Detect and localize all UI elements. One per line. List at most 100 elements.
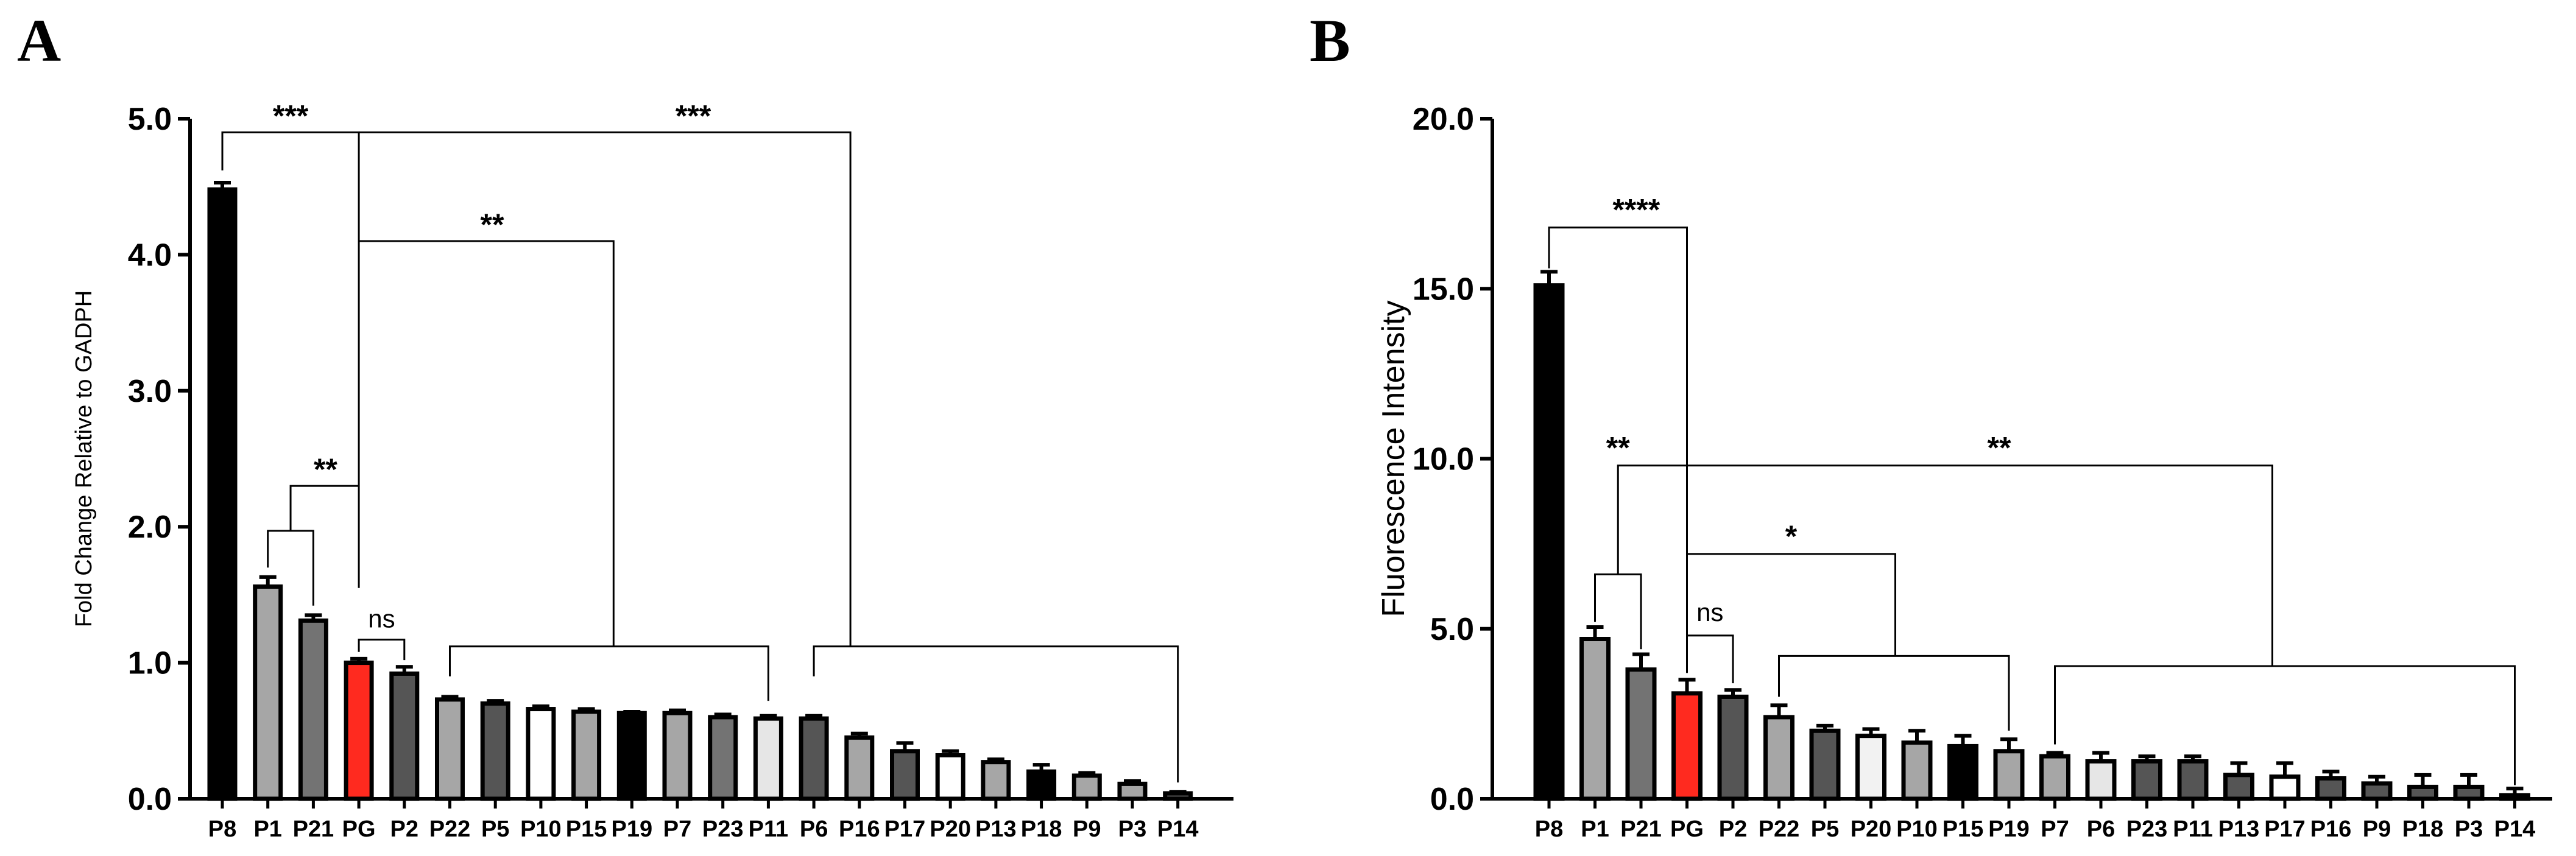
bar-P7 bbox=[2039, 754, 2070, 801]
bar-P11 bbox=[2177, 759, 2209, 801]
x-tick-label-P8: P8 bbox=[208, 816, 236, 842]
x-tick-label-P18: P18 bbox=[1021, 816, 1062, 842]
x-tick-label-P16: P16 bbox=[2310, 816, 2352, 842]
x-tick-label-P14: P14 bbox=[2494, 816, 2536, 842]
x-tick-label-P8: P8 bbox=[1535, 816, 1563, 842]
bar-P15 bbox=[571, 709, 602, 801]
x-tick-label-P6: P6 bbox=[800, 816, 828, 842]
bar-P15 bbox=[1947, 743, 1978, 801]
x-tick-label-P20: P20 bbox=[930, 816, 971, 842]
bar-P14 bbox=[2499, 793, 2530, 801]
x-tick-label-P3: P3 bbox=[2455, 816, 2483, 842]
bar-P16 bbox=[844, 735, 875, 801]
x-tick-label-P1: P1 bbox=[1581, 816, 1609, 842]
bracket-group1-span bbox=[1778, 654, 2010, 731]
bracket-pg-p2 bbox=[1687, 634, 1734, 684]
bar-P2 bbox=[1717, 694, 1749, 801]
bar-P23 bbox=[708, 715, 738, 801]
x-tick-label-P5: P5 bbox=[481, 816, 509, 842]
y-tick-label: 1.0 bbox=[128, 646, 172, 681]
x-tick-label-P11: P11 bbox=[2173, 816, 2213, 842]
x-tick-label-P9: P9 bbox=[2363, 816, 2391, 842]
y-tick-label: 15.0 bbox=[1413, 272, 1474, 307]
bar-P1 bbox=[253, 584, 283, 801]
x-tick-label-P15: P15 bbox=[1943, 816, 1984, 842]
x-tick-label-P3: P3 bbox=[1118, 816, 1146, 842]
significance-label: * bbox=[1785, 519, 1798, 553]
x-tick-label-P23: P23 bbox=[2126, 816, 2168, 842]
y-tick-label: 4.0 bbox=[128, 237, 172, 273]
bar-P9 bbox=[2361, 781, 2393, 801]
panel-a-chart: 0.0 1.0 2.0 3.0 4.0 5.0 Fold Change Relative t… bbox=[71, 99, 1233, 842]
panel-b-letter: B bbox=[1310, 7, 1350, 74]
bracket-p8-pg bbox=[1548, 226, 1688, 673]
bracket-p8-pg bbox=[221, 131, 360, 588]
x-tick-label-P2: P2 bbox=[390, 816, 418, 842]
bar-P21 bbox=[298, 618, 328, 801]
y-axis-label: Fluorescence Intensity bbox=[1376, 300, 1411, 617]
x-tick-label-P11: P11 bbox=[749, 816, 789, 842]
y-tick-label: 5.0 bbox=[128, 102, 172, 137]
bracket-p1p21-pg bbox=[289, 485, 359, 531]
x-tick-label-P20: P20 bbox=[1851, 816, 1892, 842]
bar-P6 bbox=[2085, 759, 2117, 801]
bar-P5 bbox=[480, 701, 510, 801]
x-tick-label-P22: P22 bbox=[1759, 816, 1800, 842]
panel-b-chart: 0.0 5.0 10.0 15.0 20.0 Fluorescence Intensity… bbox=[1376, 102, 2552, 842]
bar-P10 bbox=[1901, 740, 1933, 801]
bracket-group2-span bbox=[813, 645, 1179, 783]
x-tick-label-P23: P23 bbox=[702, 816, 744, 842]
bar-P22 bbox=[435, 697, 465, 801]
bracket-group1-span bbox=[449, 645, 769, 701]
significance-label: ** bbox=[481, 208, 504, 242]
x-tick-label-P15: P15 bbox=[566, 816, 607, 842]
x-tick-label-P19: P19 bbox=[611, 816, 652, 842]
bar-P19 bbox=[616, 710, 647, 801]
x-tick-label-PG: PG bbox=[342, 816, 376, 842]
x-tick-label-P9: P9 bbox=[1073, 816, 1101, 842]
x-tick-label-P13: P13 bbox=[975, 816, 1017, 842]
bar-P20 bbox=[935, 753, 965, 801]
bar-P14 bbox=[1163, 791, 1193, 801]
significance-label: ** bbox=[1988, 431, 2011, 465]
bar-P9 bbox=[1071, 773, 1102, 801]
bar-P7 bbox=[662, 710, 693, 801]
y-tick-label: 10.0 bbox=[1413, 442, 1474, 477]
x-tick-label-P2: P2 bbox=[1719, 816, 1747, 842]
x-tick-label-P6: P6 bbox=[2087, 816, 2115, 842]
bar-P8 bbox=[1533, 283, 1565, 801]
x-tick-label-P17: P17 bbox=[884, 816, 926, 842]
bar-P6 bbox=[799, 716, 829, 801]
x-tick-label-P21: P21 bbox=[293, 816, 334, 842]
y-tick-label: 3.0 bbox=[128, 374, 172, 409]
x-tick-label-P5: P5 bbox=[1811, 816, 1839, 842]
bracket-pg-group1 bbox=[1687, 553, 1896, 656]
bar-P18 bbox=[2407, 784, 2438, 801]
bracket-pg-p2 bbox=[358, 639, 406, 661]
bar-P18 bbox=[1026, 769, 1057, 801]
bar-P22 bbox=[1763, 715, 1794, 801]
bar-P3 bbox=[2453, 784, 2485, 801]
bar-P13 bbox=[981, 760, 1011, 801]
bracket-p1p21-group2 bbox=[1617, 465, 2273, 667]
x-tick-label-P10: P10 bbox=[520, 816, 562, 842]
significance-label: ** bbox=[1606, 431, 1630, 465]
bar-PG bbox=[344, 661, 374, 801]
x-tick-label-P7: P7 bbox=[2041, 816, 2069, 842]
bar-P11 bbox=[753, 716, 783, 801]
significance-label: *** bbox=[676, 99, 711, 133]
y-tick-label: 0.0 bbox=[1430, 782, 1474, 817]
x-tick-label-P7: P7 bbox=[663, 816, 691, 842]
x-tick-label-P14: P14 bbox=[1157, 816, 1199, 842]
bar-P21 bbox=[1625, 667, 1657, 801]
x-tick-label-P1: P1 bbox=[253, 816, 281, 842]
x-tick-label-PG: PG bbox=[1670, 816, 1704, 842]
bar-P23 bbox=[2131, 759, 2162, 801]
x-tick-label-P22: P22 bbox=[429, 816, 471, 842]
bar-P17 bbox=[890, 749, 920, 801]
bracket-group2-span bbox=[2054, 665, 2516, 785]
x-tick-label-P17: P17 bbox=[2264, 816, 2306, 842]
y-tick-label: 20.0 bbox=[1413, 102, 1474, 137]
bar-P1 bbox=[1579, 637, 1611, 801]
